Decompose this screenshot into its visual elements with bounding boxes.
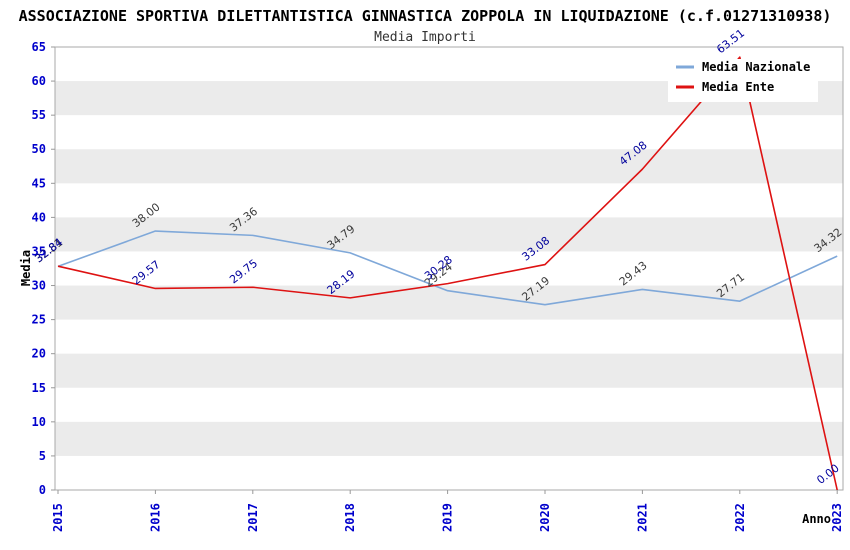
x-tick-label-2018: 2018 <box>343 503 357 532</box>
plot-border <box>54 46 844 491</box>
y-tick-label: 55 <box>32 108 46 122</box>
data-point-label-media-ente-2023: 0.00 <box>814 462 841 487</box>
y-tick-label: 35 <box>32 244 46 258</box>
y-tick-label: 45 <box>32 176 46 190</box>
y-tick-label: 50 <box>32 142 46 156</box>
y-tick-label: 5 <box>39 449 46 463</box>
y-tick-label: 10 <box>32 415 46 429</box>
legend: Media Nazionale Media Ente <box>668 59 818 102</box>
grid-band <box>55 353 843 388</box>
x-tick-label-2017: 2017 <box>246 503 260 532</box>
grid-band <box>55 149 843 184</box>
y-tick-label: 60 <box>32 74 46 88</box>
y-tick-label: 65 <box>32 40 46 54</box>
grid-band <box>55 421 843 456</box>
chart-subtitle: Media Importi <box>374 30 476 45</box>
x-tick-label-2021: 2021 <box>635 503 649 532</box>
x-tick-label-2023: 2023 <box>830 503 844 532</box>
y-tick-label: 25 <box>32 313 46 327</box>
axis-ticks <box>51 46 838 494</box>
data-point-label-media-ente-2022: 63.51 <box>714 27 747 57</box>
x-axis-title: Anno <box>802 512 831 526</box>
series-line-media-nazionale <box>57 230 838 306</box>
y-tick-label: 0 <box>39 483 46 497</box>
x-tick-label-2022: 2022 <box>733 503 747 532</box>
y-tick-label: 30 <box>32 279 46 293</box>
x-tick-label-2019: 2019 <box>441 503 455 532</box>
grid-band <box>55 217 843 252</box>
axis-tick-labels: 0 5 10 15 20 25 30 35 40 45 50 55 60 65 2015 2016 2017 20… <box>32 40 845 532</box>
y-tick-label: 20 <box>32 347 46 361</box>
y-tick-label: 15 <box>32 381 46 395</box>
data-point-label-media-ente-2017: 29.75 <box>227 257 260 287</box>
x-tick-label-2016: 2016 <box>148 503 162 532</box>
data-point-label-media-ente-2016: 29.57 <box>130 258 163 288</box>
x-tick-label-2020: 2020 <box>538 503 552 532</box>
legend-item-media-ente: Media Ente <box>702 80 774 94</box>
legend-item-media-nazionale: Media Nazionale <box>702 60 810 74</box>
data-point-label-media-nazionale-2021: 29.43 <box>617 259 650 289</box>
y-tick-label: 40 <box>32 210 46 224</box>
chart-title: ASSOCIAZIONE SPORTIVA DILETTANTISTICA GI… <box>19 7 832 25</box>
x-tick-label-2015: 2015 <box>51 503 65 532</box>
y-axis-title: Media <box>19 250 33 286</box>
